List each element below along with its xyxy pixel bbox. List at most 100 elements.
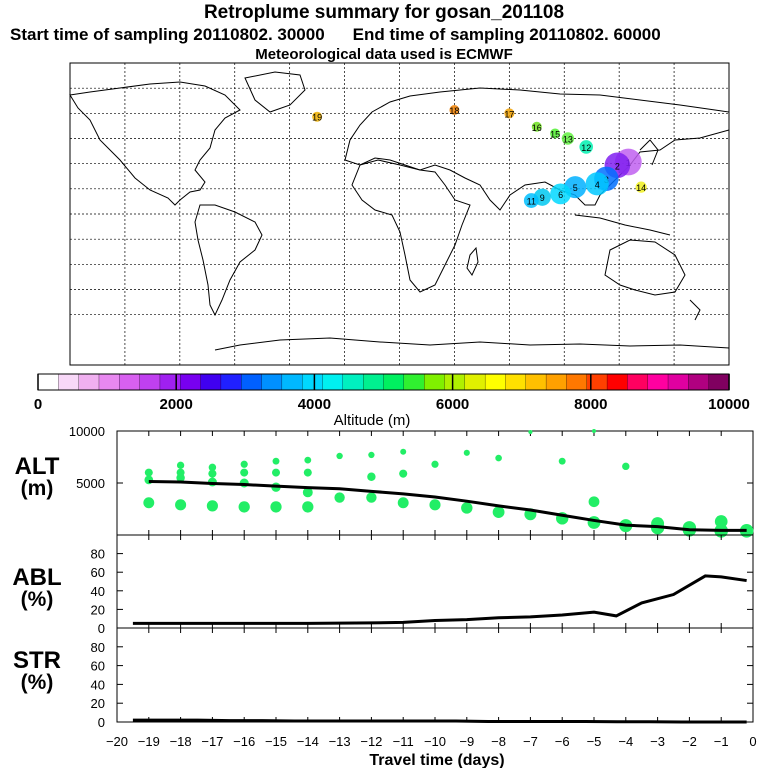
colorbar-swatch: [58, 373, 80, 391]
colorbar-swatch: [403, 373, 425, 391]
abl-panel: 0 20 40 60 80: [91, 534, 754, 636]
altitude-cluster-point: [302, 487, 313, 498]
plume-point: [579, 140, 594, 154]
plume-point: [635, 181, 647, 193]
series-line: [132, 574, 747, 625]
colorbar-swatch: [281, 373, 303, 391]
x-tick-label: −12: [360, 734, 382, 749]
altitude-cluster-point: [461, 502, 473, 514]
y-tick-label: 0: [98, 715, 105, 730]
abl-label: ABL: [12, 564, 62, 591]
coast-australia: [604, 239, 686, 296]
y-tick-label: 80: [91, 547, 105, 562]
y-tick-label: 80: [91, 640, 105, 655]
coast-indonesia: [574, 214, 671, 236]
colorbar-swatch: [586, 373, 608, 391]
world-map: 1234569111213141516171819: [69, 62, 730, 366]
x-tick-label: −4: [618, 734, 633, 749]
str-panel: 0 20 40 60 80: [91, 627, 754, 730]
altitude-cluster-point: [397, 497, 409, 509]
colorbar-swatch: [627, 373, 649, 391]
end-time-label: End time of sampling 20110802. 60000: [352, 25, 661, 44]
colorbar-swatch: [484, 373, 507, 391]
plume-day-label: 16: [532, 123, 542, 133]
plume-day-label: 17: [504, 109, 514, 119]
colorbar-swatch: [383, 373, 405, 391]
colorbar-swatch: [302, 373, 324, 391]
plume-day-label: 12: [581, 143, 591, 153]
y-tick-label: 20: [91, 696, 105, 711]
x-tick-label: −5: [587, 734, 602, 749]
coast-new-zealand: [689, 299, 701, 321]
altitude-cluster-point: [558, 457, 566, 465]
colorbar-swatch: [139, 373, 161, 391]
sampling-times: Start time of sampling 20110802. 30000 En…: [10, 25, 768, 45]
altitude-cluster-point: [588, 496, 600, 508]
altitude-cluster-point: [240, 460, 248, 468]
colorbar-swatch: [98, 373, 120, 391]
abl-panel-label: ABL (%): [8, 564, 66, 611]
y-tick-label: 5000: [76, 476, 105, 491]
altitude-cluster-point: [399, 469, 408, 478]
x-tick-label: −7: [523, 734, 538, 749]
coast-japan: [639, 139, 659, 166]
colorbar-swatch: [545, 373, 568, 391]
x-tick-label: −15: [265, 734, 287, 749]
plume-point: [312, 111, 323, 122]
y-tick-label: 0: [98, 621, 105, 636]
plume-point: [550, 128, 561, 139]
plume-day-label: 18: [449, 106, 459, 116]
x-tick-label: −17: [201, 734, 223, 749]
altitude-cluster-point: [206, 500, 218, 512]
coast-madagascar: [466, 246, 479, 276]
altitude-cluster-point: [272, 457, 280, 465]
alt-unit: (m): [20, 477, 54, 500]
altitude-cluster-point: [272, 468, 280, 477]
alt-label: ALT: [14, 453, 60, 480]
colorbar-tick-label: 8000: [574, 396, 607, 413]
colorbar-swatch: [688, 373, 710, 391]
colorbar-swatch: [37, 373, 59, 391]
colorbar-swatch: [78, 373, 100, 391]
altitude-cluster-point: [714, 515, 728, 528]
plume-day-label: 9: [540, 193, 545, 203]
plume-day-label: 4: [595, 180, 600, 190]
colorbar-swatch: [261, 373, 283, 391]
plume-day-label: 13: [563, 135, 573, 145]
altitude-cluster-point: [368, 451, 375, 459]
altitude-cluster-point: [592, 429, 596, 433]
colorbar-tick-label: 0: [34, 396, 42, 413]
altitude-cluster-point: [208, 463, 217, 472]
y-tick-label: 10000: [69, 424, 105, 439]
plume-point: [585, 172, 609, 196]
str-unit: (%): [20, 671, 54, 694]
altitude-cluster-point: [144, 468, 153, 477]
altitude-cluster-point: [176, 461, 185, 469]
altitude-cluster-point: [367, 472, 376, 481]
abl-unit: (%): [20, 588, 54, 611]
x-tick-label: 0: [749, 734, 756, 749]
altitude-cluster-point: [528, 429, 533, 435]
colorbar-swatch: [444, 373, 466, 391]
panel-frame: [116, 534, 754, 629]
altitude-cluster-point: [429, 499, 441, 511]
y-tick-label: 40: [91, 677, 105, 692]
map-gridlines: [70, 63, 729, 365]
x-tick-label: −16: [233, 734, 255, 749]
x-tick-label: −8: [491, 734, 506, 749]
plume-point: [504, 108, 515, 119]
plume-centroids: 1234569111213141516171819: [312, 104, 647, 208]
plume-day-label: 15: [550, 129, 560, 139]
x-tick-label: −2: [682, 734, 697, 749]
altitude-cluster-point: [176, 473, 185, 483]
y-tick-label: 20: [91, 602, 105, 617]
colorbar-swatch: [200, 373, 222, 391]
x-tick-label: −19: [138, 734, 160, 749]
x-tick-label: −11: [393, 734, 414, 749]
colorbar-swatch: [667, 373, 690, 391]
y-tick-label: 40: [91, 584, 105, 599]
plume-point: [523, 193, 539, 208]
colorbar-swatch: [464, 373, 486, 391]
coastlines: [69, 71, 730, 351]
